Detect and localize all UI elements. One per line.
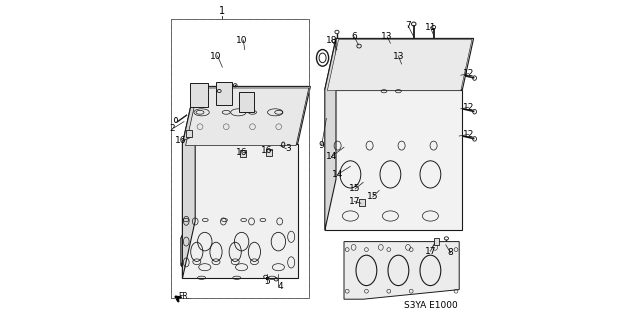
Text: 16: 16 [236, 148, 247, 156]
Polygon shape [181, 238, 280, 266]
Polygon shape [181, 202, 298, 238]
Bar [240, 150, 246, 157]
Bar [434, 238, 440, 245]
Polygon shape [344, 242, 460, 299]
Text: 12: 12 [463, 69, 474, 78]
Text: 17: 17 [349, 197, 360, 206]
Polygon shape [328, 39, 472, 91]
Text: 15: 15 [349, 184, 361, 193]
Text: 12: 12 [463, 103, 474, 112]
Text: 12: 12 [463, 130, 474, 139]
Polygon shape [216, 83, 232, 105]
Polygon shape [325, 38, 474, 90]
Text: 8: 8 [448, 248, 453, 257]
Text: 5: 5 [264, 277, 270, 286]
Text: 2: 2 [170, 124, 175, 132]
Text: 16: 16 [262, 146, 273, 155]
Polygon shape [182, 86, 310, 144]
Bar [172, 19, 308, 298]
Text: 1: 1 [220, 6, 225, 16]
Polygon shape [325, 38, 336, 230]
Text: 6: 6 [351, 32, 357, 41]
Text: 14: 14 [326, 152, 337, 161]
Polygon shape [191, 83, 208, 107]
Polygon shape [182, 144, 298, 278]
Text: 13: 13 [393, 52, 404, 60]
Text: FR.: FR. [178, 292, 190, 301]
Text: S3YA E1000: S3YA E1000 [404, 301, 457, 310]
Bar [186, 130, 192, 137]
Text: 10: 10 [211, 52, 221, 60]
Bar [172, 19, 308, 298]
Polygon shape [325, 90, 462, 230]
Text: 3: 3 [285, 144, 291, 153]
Text: 7: 7 [405, 21, 411, 30]
Text: 15: 15 [367, 192, 378, 201]
Polygon shape [181, 202, 198, 266]
Polygon shape [182, 86, 195, 278]
Text: 14: 14 [332, 170, 343, 179]
Polygon shape [186, 88, 308, 146]
Polygon shape [239, 92, 253, 112]
Text: 16: 16 [175, 136, 186, 145]
Bar [266, 149, 272, 156]
Text: 4: 4 [277, 282, 283, 291]
Bar [359, 199, 365, 206]
Text: 18: 18 [326, 36, 337, 44]
Text: 11: 11 [425, 23, 436, 32]
Text: 17: 17 [425, 247, 436, 256]
Text: 13: 13 [381, 32, 393, 41]
Text: 10: 10 [236, 36, 247, 44]
Text: 9: 9 [319, 141, 324, 150]
